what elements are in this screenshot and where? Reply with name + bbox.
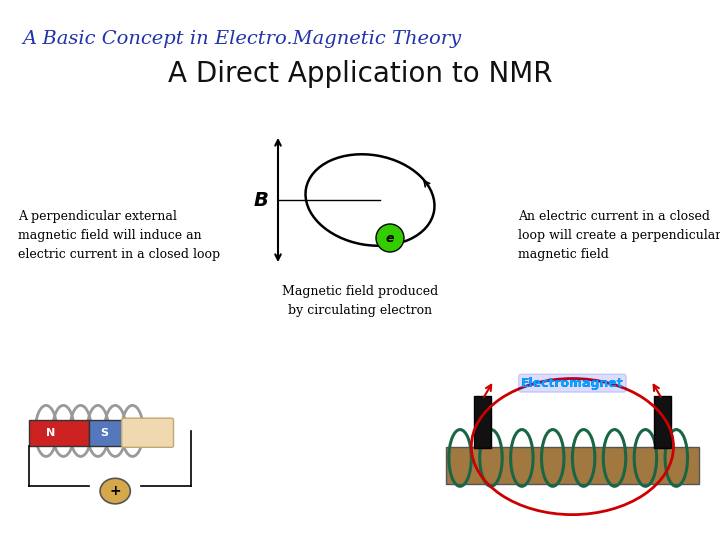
Text: A perpendicular external
magnetic field will induce an
electric current in a clo: A perpendicular external magnetic field … bbox=[18, 210, 220, 261]
FancyBboxPatch shape bbox=[474, 395, 491, 448]
Text: Electromagnet: Electromagnet bbox=[521, 377, 624, 390]
Circle shape bbox=[100, 478, 130, 504]
Text: B: B bbox=[253, 191, 268, 210]
Circle shape bbox=[376, 224, 404, 252]
FancyBboxPatch shape bbox=[446, 447, 698, 484]
Text: An electric current in a closed
loop will create a perpendicular
magnetic field: An electric current in a closed loop wil… bbox=[518, 210, 720, 261]
FancyBboxPatch shape bbox=[654, 395, 671, 448]
FancyBboxPatch shape bbox=[122, 418, 174, 447]
Text: +: + bbox=[109, 484, 121, 498]
Text: N: N bbox=[46, 428, 55, 438]
FancyBboxPatch shape bbox=[29, 420, 89, 445]
Text: A Basic Concept in Electro.Magnetic Theory: A Basic Concept in Electro.Magnetic Theo… bbox=[22, 30, 461, 48]
Text: S: S bbox=[100, 428, 109, 438]
Text: e: e bbox=[386, 232, 395, 245]
Text: Electromagnet: Electromagnet bbox=[521, 377, 624, 390]
FancyBboxPatch shape bbox=[89, 420, 128, 445]
Text: A Direct Application to NMR: A Direct Application to NMR bbox=[168, 60, 552, 88]
Text: Magnetic field produced
by circulating electron: Magnetic field produced by circulating e… bbox=[282, 285, 438, 317]
